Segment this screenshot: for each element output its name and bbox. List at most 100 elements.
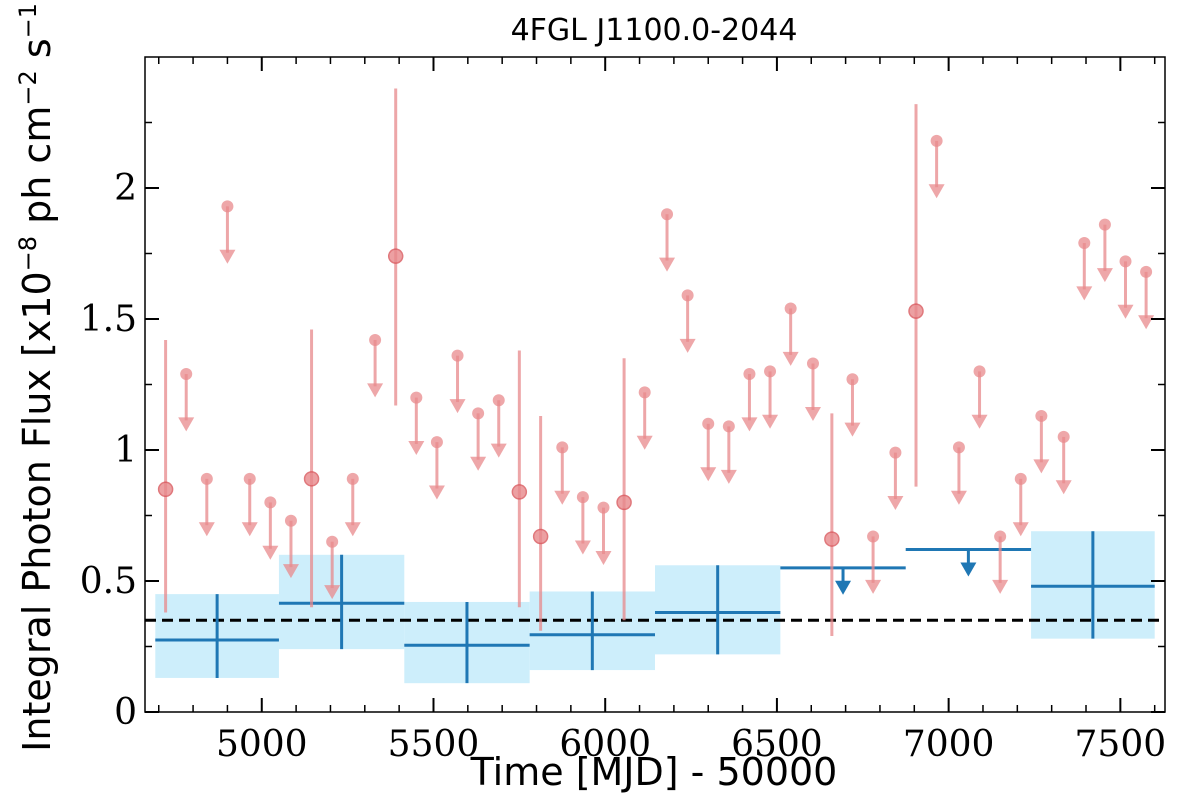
short-bin-ul-arrow [659, 257, 676, 272]
short-bin-ul-arrow [928, 184, 945, 199]
short-bin-ul-point [764, 365, 777, 378]
short-bin-ul-arrow [887, 496, 904, 511]
y-tick-label: 0 [114, 692, 137, 733]
short-bin-ul-point [806, 357, 819, 370]
y-tick-label: 1 [114, 430, 137, 471]
short-bin-ul-point [369, 333, 382, 346]
y-tick-labels: 0 0.5 1 1.5 2 [80, 168, 137, 733]
long-bin-points [155, 531, 1155, 684]
x-tick-label: 7500 [1075, 724, 1167, 765]
x-tick-label: 5500 [388, 724, 480, 765]
x-tick-labels: 5000 5500 6000 6500 7000 7500 [216, 724, 1166, 765]
short-bin-ul-arrow [344, 522, 361, 537]
short-bin-ul-point [661, 208, 674, 221]
short-bin-ul-arrow [1076, 286, 1093, 301]
short-bin-ul-arrow [1096, 268, 1113, 283]
short-bin-ul-point [472, 407, 485, 420]
short-bin-point [511, 484, 528, 500]
short-bin-ul-arrow [241, 522, 258, 537]
short-bin-ul-arrow [762, 414, 779, 429]
short-bin-ul-point [264, 496, 277, 509]
short-bin-ul-arrow [865, 579, 882, 594]
short-bin-ul-arrow [367, 383, 384, 398]
short-bin-ul-point [702, 417, 715, 430]
short-bin-ul-arrow [408, 441, 425, 455]
short-bin-ul-arrow [324, 585, 341, 600]
short-bin-ul-arrow [449, 399, 466, 414]
short-bin-ul-point [1014, 472, 1027, 485]
short-bin-ul-arrow [741, 417, 758, 432]
short-bin-ul-point [284, 514, 297, 527]
short-bin-ul-point [1057, 430, 1070, 443]
short-bin-point [303, 471, 320, 487]
short-bin-point [532, 528, 549, 545]
short-bin-ul-point [846, 373, 859, 386]
short-bin-ul-arrow [720, 469, 737, 484]
short-bin-ul-arrow [178, 417, 195, 432]
short-bin-point [157, 481, 174, 498]
short-bin-ul-point [1140, 265, 1153, 278]
short-bin-ul-point [430, 436, 443, 449]
short-bin-ul-point [1078, 237, 1091, 250]
short-bin-ul-point [994, 530, 1007, 543]
short-bin-ul-arrow [262, 545, 279, 560]
short-bin-ul-point [930, 134, 943, 147]
x-axis-title: Time [MJD] - 50000 [470, 750, 838, 794]
short-bin-ul-arrow [219, 249, 236, 264]
short-bin-ul-arrow [1055, 480, 1072, 495]
short-bin-ul-point [784, 302, 797, 315]
short-bin-ul-point [180, 368, 193, 381]
long-bin-ul-arrow [835, 580, 852, 595]
short-bin-ul-point [952, 441, 965, 454]
short-bin-ul-arrow [1033, 459, 1050, 474]
y-tick-label: 2 [114, 168, 137, 209]
x-tick-label: 7000 [903, 724, 995, 765]
short-bin-ul-arrow [992, 579, 1009, 594]
short-bin-ul-arrow [1138, 315, 1155, 330]
long-bin-ul-arrow [960, 562, 977, 577]
short-bin-ul-arrow [782, 351, 799, 366]
short-bin-ul-arrow [554, 490, 571, 505]
short-bin-ul-point [410, 391, 423, 404]
short-bin-ul-arrow [282, 564, 299, 579]
short-bin-ul-arrow [1012, 522, 1029, 537]
short-bin-point [616, 494, 632, 511]
long-bin-bands [155, 531, 1155, 684]
short-bin-ul-point [200, 472, 213, 485]
x-tick-label: 5000 [216, 724, 308, 765]
short-bin-ul-point [243, 472, 256, 485]
short-bin-ul-point [556, 441, 569, 454]
short-bin-ul-arrow [679, 338, 696, 353]
short-bin-ul-arrow [574, 540, 591, 555]
short-bin-ul-arrow [198, 522, 215, 537]
short-bin-points [157, 88, 1155, 637]
short-bin-ul-arrow [971, 414, 988, 429]
short-bin-point [387, 248, 404, 264]
short-bin-point [908, 303, 924, 319]
short-bin-point [824, 531, 840, 547]
short-bin-ul-point [326, 535, 339, 548]
short-bin-ul-point [346, 472, 359, 485]
short-bin-ul-arrow [804, 406, 821, 421]
short-bin-ul-point [221, 200, 234, 213]
chart-title: 4FGL J1100.0-2044 [511, 13, 798, 48]
short-bin-ul-point [1098, 218, 1111, 231]
axis-ticks [145, 57, 1165, 713]
short-bin-ul-point [576, 491, 589, 504]
short-bin-ul-point [1119, 255, 1132, 268]
short-bin-ul-arrow [490, 443, 507, 458]
y-axis-title: Integral Photon Flux [x10−8 ph cm−2 s−1] [14, 0, 59, 752]
short-bin-ul-arrow [636, 435, 653, 450]
short-bin-ul-point [889, 446, 902, 459]
short-bin-ul-point [451, 349, 464, 362]
short-bin-ul-point [722, 420, 735, 433]
short-bin-ul-point [1035, 409, 1048, 422]
short-bin-ul-arrow [428, 485, 445, 500]
short-bin-ul-point [743, 368, 756, 381]
short-bin-ul-point [492, 394, 505, 407]
x-tick-label: 6500 [731, 724, 823, 765]
short-bin-ul-point [638, 386, 651, 399]
short-bin-ul-arrow [700, 467, 717, 482]
short-bin-ul-point [597, 501, 610, 514]
